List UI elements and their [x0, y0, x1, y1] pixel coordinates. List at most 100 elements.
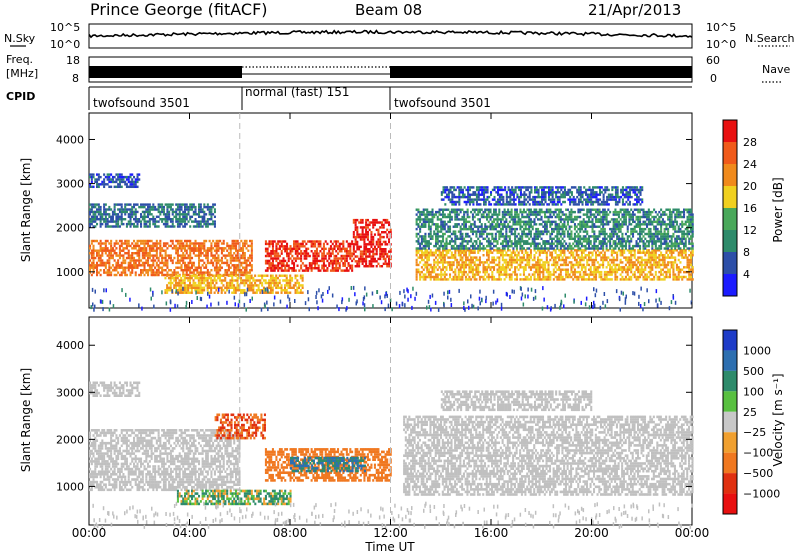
heatmap-cell	[664, 278, 666, 280]
heatmap-cell	[468, 276, 470, 278]
heatmap-cell	[284, 269, 286, 271]
heatmap-cell	[351, 240, 353, 242]
heatmap-cell	[483, 233, 485, 235]
heatmap-cell	[200, 206, 202, 208]
heatmap-cell	[377, 246, 379, 248]
heatmap-cell	[288, 269, 290, 271]
heatmap-cell	[152, 245, 154, 247]
heatmap-cell	[163, 211, 165, 213]
heatmap-cell	[270, 275, 272, 277]
heatmap-cell	[246, 262, 248, 264]
heatmap-cell	[360, 233, 362, 235]
heatmap-cell	[491, 223, 493, 225]
heatmap-cell	[467, 233, 469, 235]
heatmap-cell	[237, 267, 239, 269]
heatmap-cell	[495, 245, 497, 247]
heatmap-cell	[385, 258, 387, 260]
heatmap-cell	[147, 259, 149, 261]
heatmap-cell	[300, 289, 302, 291]
heatmap-cell	[419, 254, 421, 256]
heatmap-cell	[488, 254, 490, 256]
heatmap-cell	[383, 219, 385, 221]
heatmap-cell	[583, 266, 585, 268]
heatmap-cell	[272, 267, 274, 269]
heatmap-cell	[149, 240, 151, 242]
heatmap-cell	[273, 277, 275, 279]
heatmap-cell	[217, 275, 219, 277]
heatmap-cell	[495, 235, 497, 237]
heatmap-cell	[526, 254, 528, 256]
heatmap-cell	[131, 247, 133, 249]
heatmap-cell	[484, 209, 486, 211]
heatmap-cell	[208, 277, 210, 279]
heatmap-cell	[189, 252, 191, 254]
heatmap-cell	[488, 273, 490, 275]
heatmap-cell	[565, 273, 567, 275]
heatmap-cell	[195, 245, 197, 247]
heatmap-cell	[210, 259, 212, 261]
heatmap-cell	[175, 282, 177, 284]
heatmap-cell	[518, 218, 520, 220]
heatmap-cell	[362, 226, 364, 228]
heatmap-cell	[189, 250, 191, 252]
heatmap-cell	[281, 265, 283, 267]
heatmap-cell	[555, 221, 557, 223]
heatmap-cell	[101, 262, 103, 264]
heatmap-cell	[526, 261, 528, 263]
heatmap-cell	[286, 277, 288, 279]
heatmap-cell	[189, 275, 191, 277]
heatmap-cell	[523, 223, 525, 225]
heatmap-cell	[546, 259, 548, 261]
heatmap-cell	[421, 213, 423, 215]
heatmap-cell	[200, 252, 202, 254]
heatmap-cell	[193, 282, 195, 284]
heatmap-cell	[101, 247, 103, 249]
heatmap-cell	[149, 267, 151, 269]
heatmap-cell	[514, 243, 516, 245]
heatmap-cell	[305, 257, 307, 259]
heatmap-cell	[179, 259, 181, 261]
heatmap-cell	[124, 269, 126, 271]
heatmap-cell	[135, 183, 137, 185]
heatmap-cell	[525, 211, 527, 213]
heatmap-cell	[159, 271, 161, 273]
heatmap-cell	[653, 278, 655, 280]
heatmap-cell	[470, 228, 472, 230]
heatmap-cell	[270, 277, 272, 279]
heatmap-cell	[424, 278, 426, 280]
heatmap-cell	[437, 278, 439, 280]
heatmap-cell	[152, 247, 154, 249]
heatmap-cell	[235, 245, 237, 247]
heatmap-cell	[493, 209, 495, 211]
heatmap-cell	[570, 221, 572, 223]
heatmap-cell	[454, 226, 456, 228]
heatmap-cell	[419, 273, 421, 275]
heatmap-cell	[168, 213, 170, 215]
heatmap-cell	[544, 230, 546, 232]
heatmap-cell	[530, 235, 532, 237]
heatmap-cell	[454, 218, 456, 220]
heatmap-cell	[147, 262, 149, 264]
heatmap-cell	[254, 275, 256, 277]
heatmap-cell	[630, 259, 632, 261]
heatmap-cell	[385, 241, 387, 243]
heatmap-cell	[628, 266, 630, 268]
heatmap-cell	[362, 260, 364, 262]
heatmap-cell	[505, 218, 507, 220]
heatmap-cell	[219, 277, 221, 279]
heatmap-cell	[526, 259, 528, 261]
heatmap-cell	[424, 276, 426, 278]
heatmap-cell	[259, 279, 261, 281]
heatmap-cell	[138, 178, 140, 180]
heatmap-cell	[138, 218, 140, 220]
nave-tick-top: 60	[706, 54, 720, 67]
heatmap-cell	[152, 274, 154, 276]
heatmap-cell	[446, 278, 448, 280]
heatmap-cell	[165, 252, 167, 254]
heatmap-cell	[173, 269, 175, 271]
heatmap-cell	[110, 271, 112, 273]
heatmap-cell	[541, 266, 543, 268]
heatmap-cell	[98, 206, 100, 208]
heatmap-cell	[200, 245, 202, 247]
heatmap-cell	[502, 243, 504, 245]
